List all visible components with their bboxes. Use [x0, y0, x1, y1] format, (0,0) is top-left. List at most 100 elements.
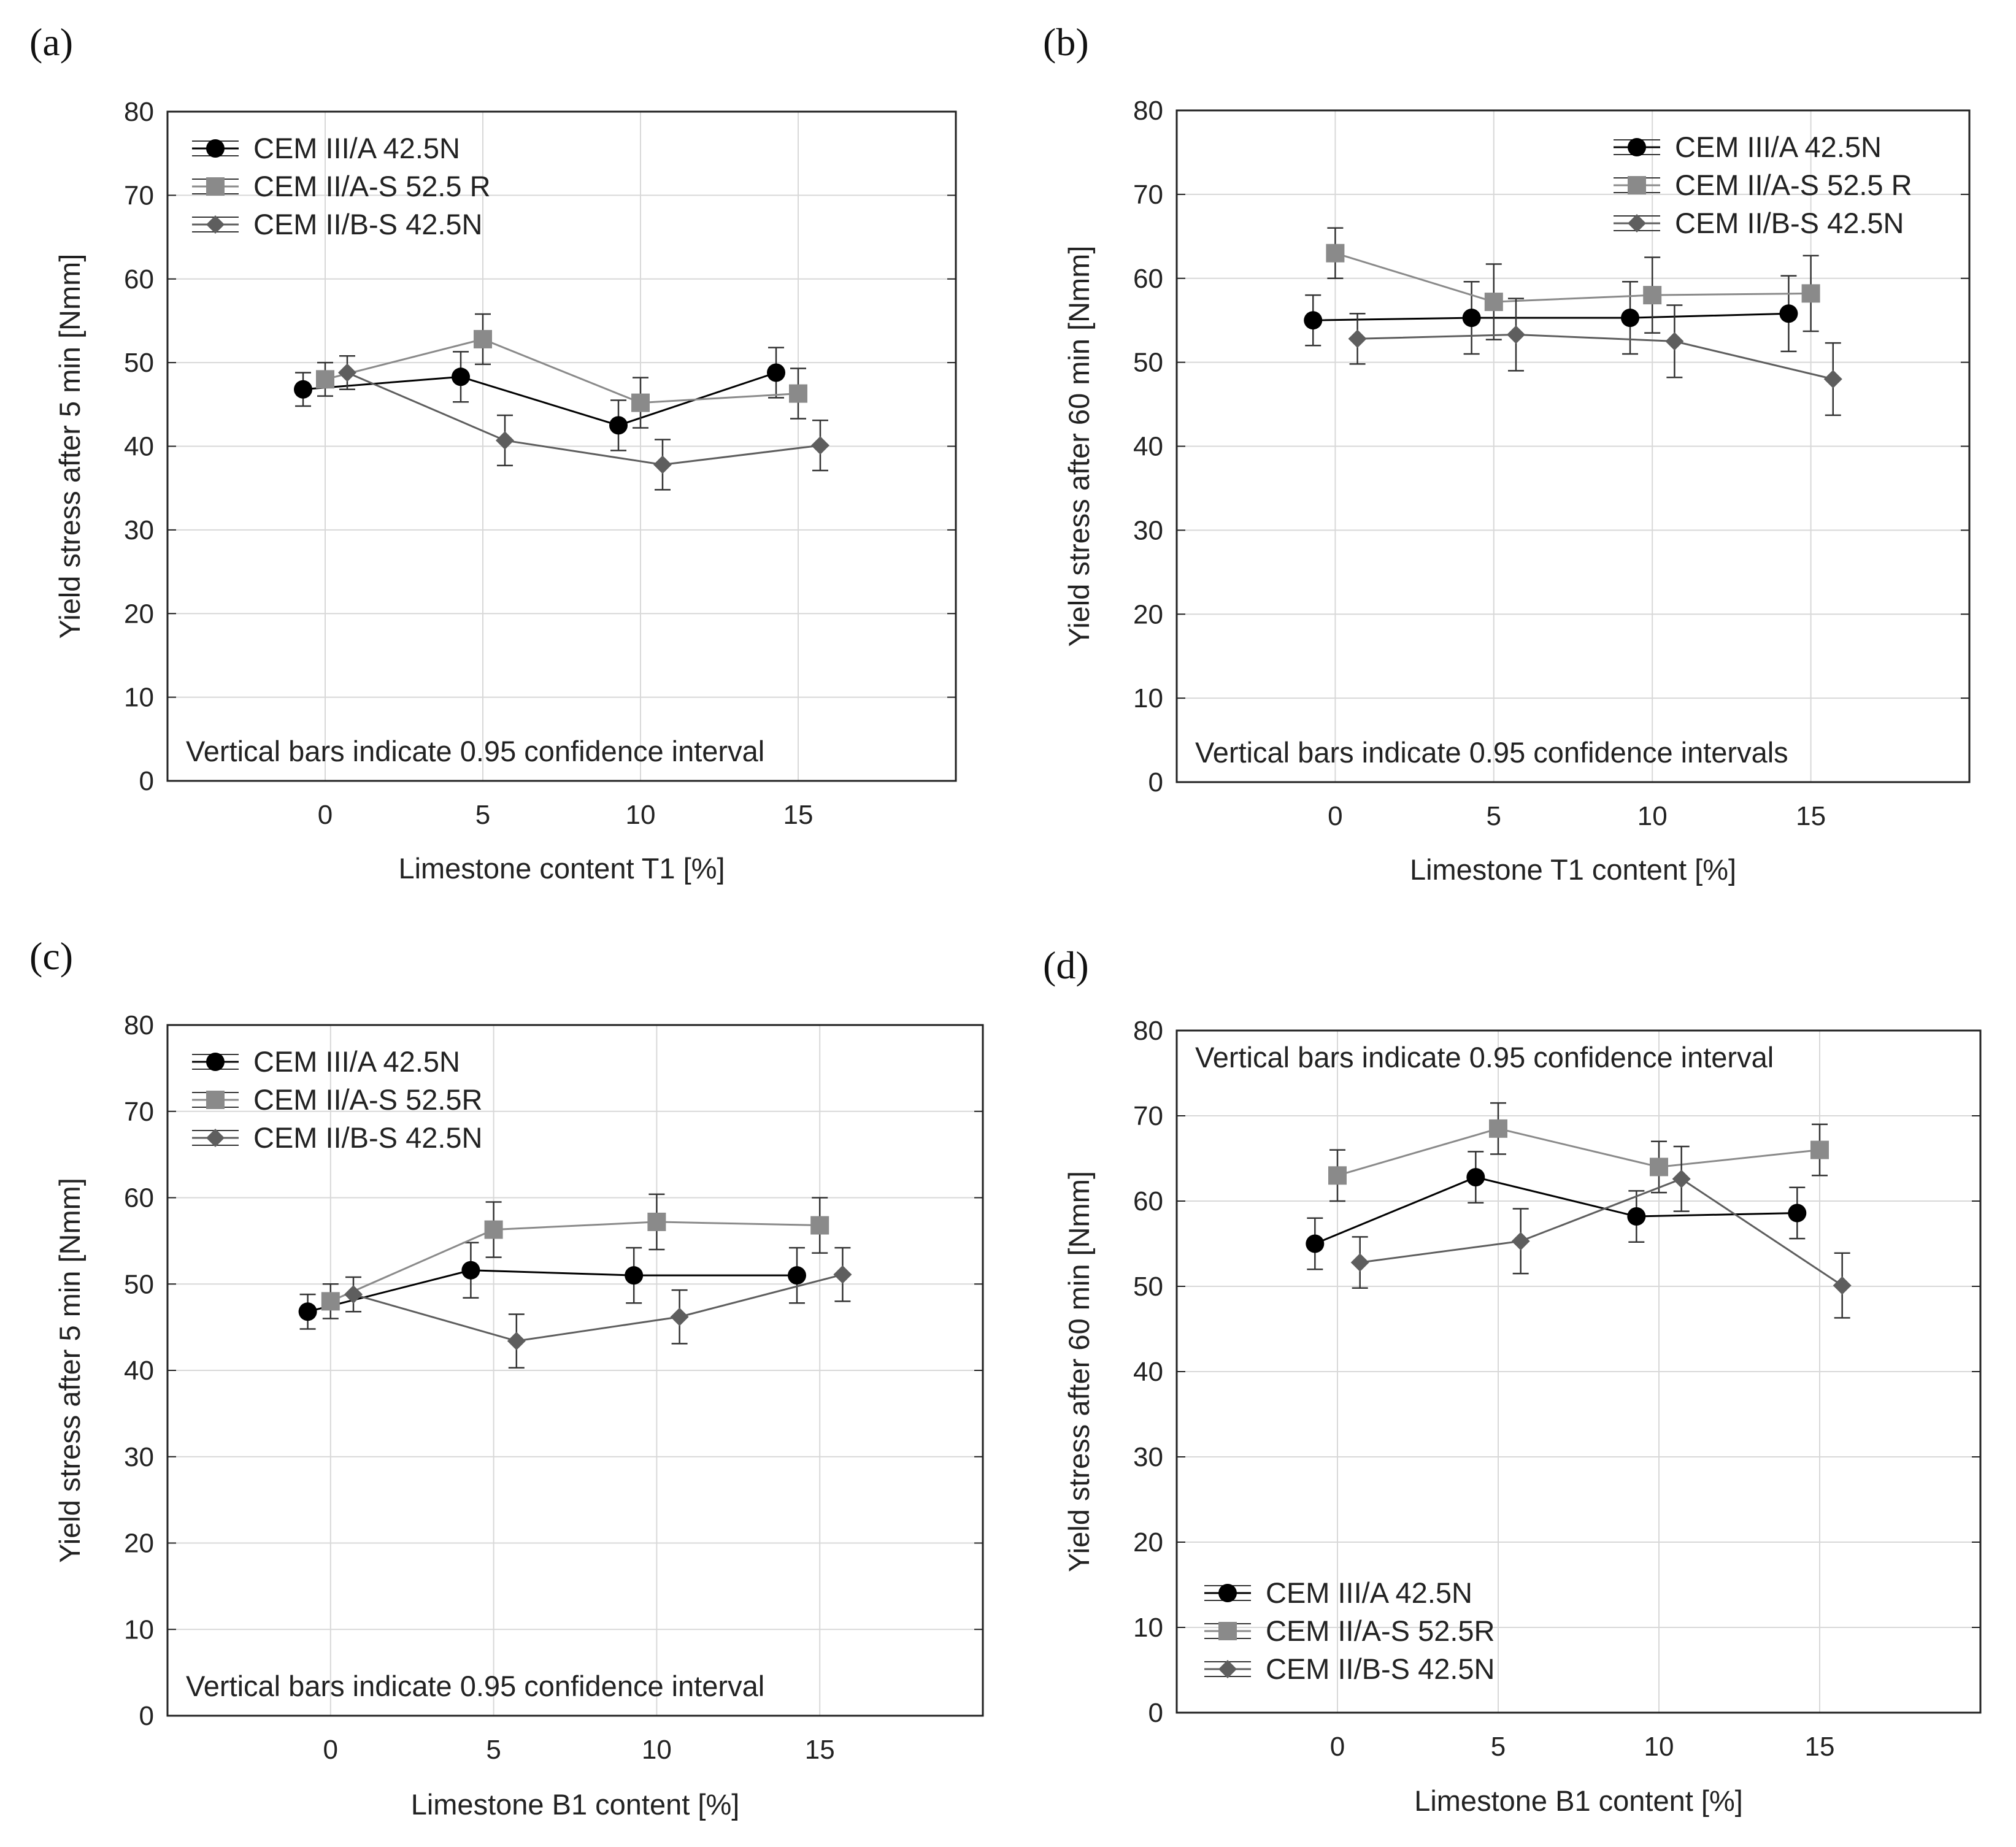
data-point — [1506, 325, 1525, 344]
data-point — [1511, 1232, 1530, 1251]
data-point — [1306, 1234, 1325, 1253]
series-line — [1337, 1127, 1820, 1177]
data-point — [294, 380, 313, 399]
legend-marker — [206, 1091, 225, 1109]
y-tick-label: 60 — [124, 1183, 154, 1213]
data-point — [1810, 1140, 1829, 1159]
y-axis-label: Yield stress after 5 min [Nmm] — [53, 1178, 86, 1563]
data-point — [767, 363, 786, 382]
legend-label: CEM III/A 42.5N — [1266, 1576, 1472, 1609]
x-tick-label: 5 — [475, 800, 490, 830]
data-point — [316, 370, 334, 389]
y-tick-label: 30 — [1133, 1442, 1163, 1472]
y-axis-label: Yield stress after 5 min [Nmm] — [53, 254, 86, 639]
data-point — [474, 329, 492, 348]
y-tick-label: 50 — [1133, 1272, 1163, 1302]
y-tick-label: 0 — [139, 766, 154, 796]
series-line — [330, 1221, 820, 1302]
legend-marker — [1218, 1622, 1237, 1640]
x-tick-label: 10 — [642, 1735, 672, 1765]
series-line — [1357, 333, 1834, 380]
y-axis-label: Yield stress after 60 min [Nmm] — [1063, 246, 1095, 647]
data-point — [1665, 332, 1684, 351]
chart-panel-3: 0 10 20 30 40 50 60 70 80 0 5 10 15 Limestone B1 cont… — [29, 934, 984, 1821]
data-point — [1621, 309, 1640, 328]
confidence-annotation: Vertical bars indicate 0.95 confidence i… — [1195, 736, 1788, 769]
y-tick-label: 40 — [124, 432, 154, 462]
x-tick-label: 15 — [1796, 801, 1826, 831]
y-tick-label: 30 — [124, 515, 154, 545]
y-tick-label: 20 — [124, 1529, 154, 1559]
legend-label: CEM III/A 42.5N — [253, 1045, 460, 1078]
y-tick-label: 10 — [1133, 1613, 1163, 1643]
y-tick-label: 50 — [124, 348, 154, 378]
y-tick-label: 80 — [1133, 1016, 1163, 1046]
data-point — [298, 1302, 317, 1321]
legend-marker — [206, 177, 225, 196]
data-point — [787, 1266, 806, 1285]
y-tick-label: 40 — [1133, 432, 1163, 462]
y-tick-label: 80 — [1133, 96, 1163, 126]
y-tick-label: 20 — [1133, 599, 1163, 629]
data-point — [1489, 1119, 1507, 1138]
data-point — [321, 1292, 340, 1311]
series-line — [353, 1273, 843, 1342]
data-point — [344, 1285, 363, 1304]
x-tick-label: 10 — [1637, 801, 1668, 831]
data-point — [647, 1212, 666, 1231]
x-tick-label: 10 — [626, 800, 656, 830]
confidence-annotation: Vertical bars indicate 0.95 confidence i… — [186, 735, 764, 767]
panel-letter: (a) — [29, 20, 73, 64]
series-line — [1314, 1176, 1798, 1245]
chart-panel-4: 0 10 20 30 40 50 60 70 80 0 5 10 15 Limestone B1 cont… — [1043, 943, 1982, 1817]
data-point — [1672, 1169, 1691, 1188]
y-tick-label: 30 — [124, 1442, 154, 1472]
legend-marker — [1628, 214, 1646, 232]
confidence-annotation: Vertical bars indicate 0.95 confidence i… — [1195, 1041, 1774, 1073]
x-tick-label: 0 — [1328, 801, 1342, 831]
chart-panel-2: 0 10 20 30 40 50 60 70 80 0 5 10 15 Limestone T1 cont… — [1043, 20, 1971, 886]
data-point — [1328, 1166, 1347, 1185]
x-tick-label: 0 — [1330, 1732, 1345, 1762]
y-tick-label: 80 — [124, 1010, 154, 1040]
series-line — [1313, 312, 1789, 321]
data-point — [609, 416, 628, 435]
series-line — [325, 338, 799, 404]
data-point — [1304, 311, 1323, 330]
y-tick-label: 0 — [1148, 1698, 1163, 1728]
legend-marker — [1628, 176, 1646, 194]
data-point — [484, 1220, 503, 1239]
x-axis-label: Limestone B1 content [%] — [411, 1788, 740, 1821]
x-tick-label: 5 — [486, 1735, 501, 1765]
y-axis-label: Yield stress after 60 min [Nmm] — [1063, 1171, 1095, 1572]
series-line — [1334, 252, 1811, 303]
x-tick-label: 15 — [1805, 1732, 1835, 1762]
x-axis-label: Limestone content T1 [%] — [398, 852, 725, 885]
legend-marker — [1628, 138, 1646, 156]
data-point — [625, 1266, 644, 1285]
y-tick-label: 50 — [1133, 348, 1163, 378]
data-point — [1326, 244, 1345, 263]
data-point — [461, 1261, 480, 1280]
panel-letter: (d) — [1043, 943, 1089, 987]
data-point — [1801, 284, 1820, 303]
data-point — [833, 1265, 852, 1284]
legend-label: CEM II/B-S 42.5N — [1675, 207, 1904, 239]
y-tick-label: 50 — [124, 1269, 154, 1299]
confidence-annotation: Vertical bars indicate 0.95 confidence i… — [186, 1670, 764, 1702]
y-tick-label: 20 — [124, 599, 154, 629]
legend-marker — [1218, 1660, 1237, 1678]
x-tick-label: 15 — [805, 1735, 835, 1765]
legend-label: CEM II/A-S 52.5R — [253, 1083, 483, 1116]
y-tick-label: 70 — [1133, 180, 1163, 210]
legend-marker — [206, 1129, 225, 1147]
data-point — [653, 455, 672, 474]
legend-marker — [1218, 1584, 1237, 1602]
x-axis-label: Limestone B1 content [%] — [1414, 1784, 1743, 1817]
y-tick-label: 0 — [139, 1701, 154, 1731]
data-point — [1643, 286, 1662, 305]
data-point — [1350, 1253, 1369, 1272]
data-point — [1462, 309, 1481, 328]
legend-label: CEM II/B-S 42.5N — [253, 1121, 483, 1154]
